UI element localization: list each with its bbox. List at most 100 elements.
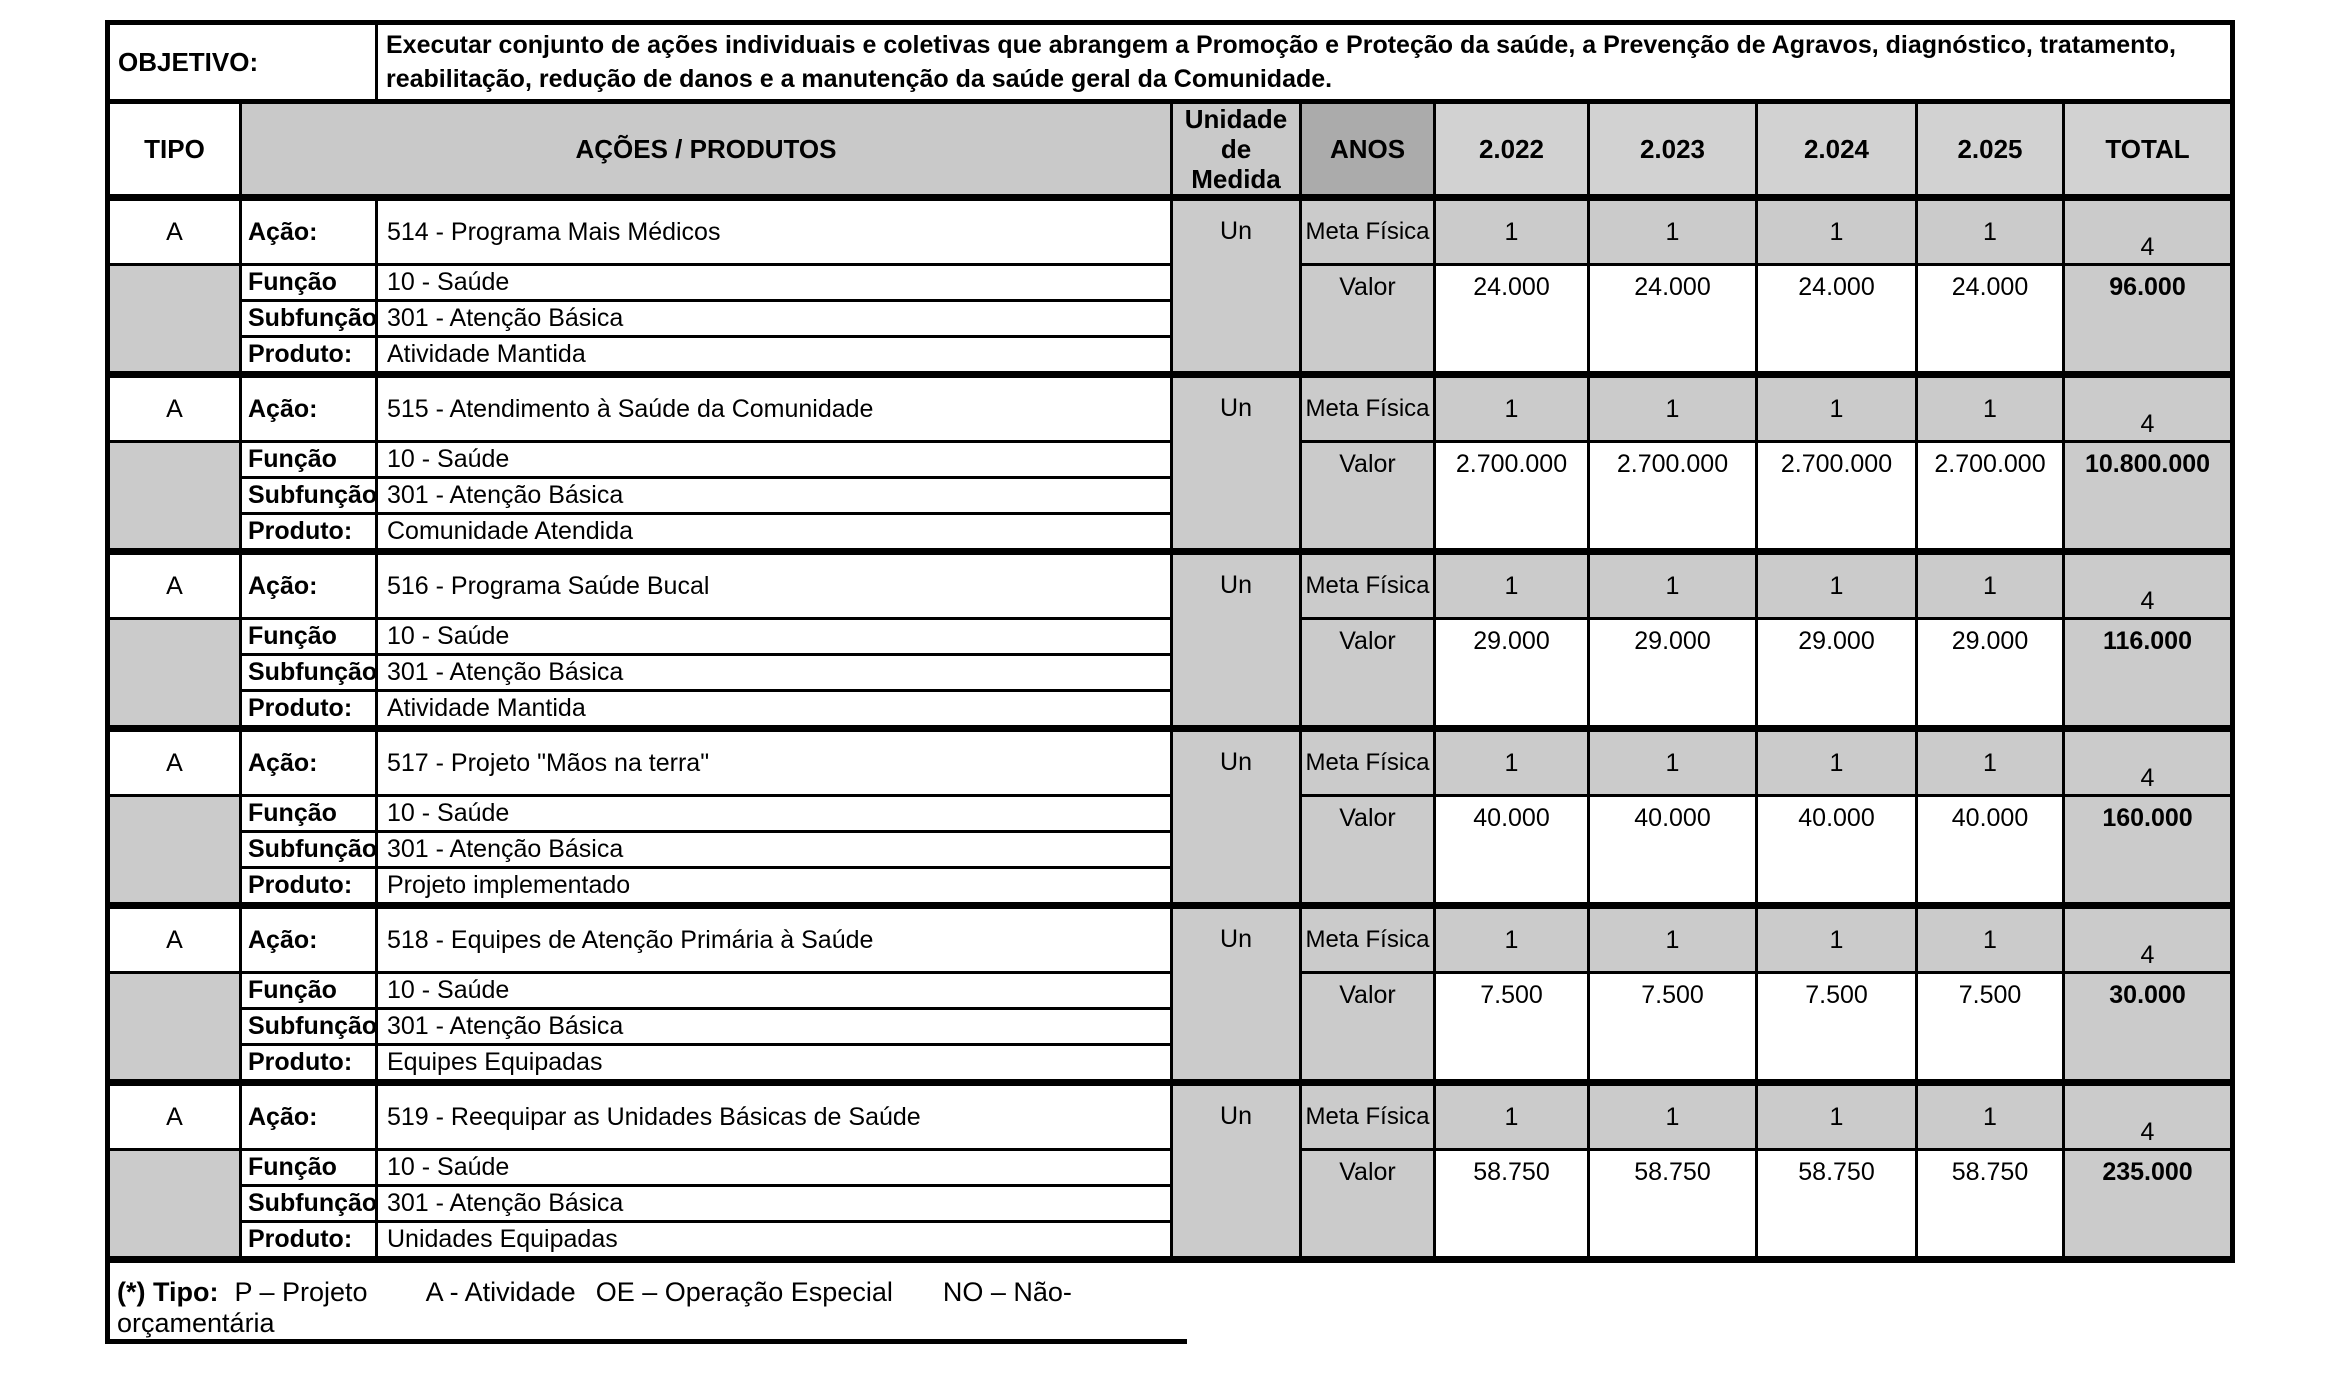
header-anos: ANOS: [1302, 104, 1433, 194]
action-block: A Ação: 516 - Programa Saúde Bucal Funçã…: [110, 555, 2230, 732]
valor-label: Valor: [1302, 797, 1433, 902]
footer-item-projeto: P – Projeto: [234, 1277, 368, 1307]
valor-total-cell: 96.000: [2065, 266, 2230, 371]
meta-fisica-label: Meta Física: [1302, 555, 1433, 617]
unidade-cell: Un: [1173, 201, 1299, 371]
valor-2023: 29.000: [1590, 620, 1755, 725]
produto-value: Atividade Mantida: [378, 692, 1170, 725]
valor-2024: 58.750: [1758, 1151, 1915, 1256]
objetivo-text: Executar conjunto de ações individuais e…: [378, 25, 2230, 99]
funcao-value: 10 - Saúde: [378, 266, 1170, 299]
meta-2024: 1: [1758, 201, 1915, 263]
unidade-cell: Un: [1173, 732, 1299, 902]
objetivo-label: OBJETIVO:: [110, 25, 375, 99]
acao-value: 519 - Reequipar as Unidades Básicas de S…: [378, 1086, 1170, 1148]
funcao-label: Função: [242, 1151, 375, 1184]
document-page: OBJETIVO: Executar conjunto de ações ind…: [105, 20, 2235, 1344]
subfuncao-value: 301 - Atenção Básica: [378, 1010, 1170, 1043]
acao-value: 514 - Programa Mais Médicos: [378, 201, 1170, 263]
valor-2024: 40.000: [1758, 797, 1915, 902]
produto-value: Comunidade Atendida: [378, 515, 1170, 548]
acao-value: 515 - Atendimento à Saúde da Comunidade: [378, 378, 1170, 440]
meta-2024: 1: [1758, 1086, 1915, 1148]
meta-2025: 1: [1918, 1086, 2062, 1148]
funcao-label: Função: [242, 620, 375, 653]
unidade-cell: Un: [1173, 909, 1299, 1079]
unidade-cell: Un: [1173, 555, 1299, 725]
tipo-cell: A: [110, 1086, 239, 1148]
valor-2022: 7.500: [1436, 974, 1587, 1079]
header-year-2025: 2.025: [1918, 104, 2062, 194]
meta-2022: 1: [1436, 732, 1587, 794]
valor-2023: 24.000: [1590, 266, 1755, 371]
tipo-cell: A: [110, 732, 239, 794]
header-acoes-produtos: AÇÕES / PRODUTOS: [242, 104, 1170, 194]
produto-value: Equipes Equipadas: [378, 1046, 1170, 1079]
produto-value: Projeto implementado: [378, 869, 1170, 902]
meta-2022: 1: [1436, 201, 1587, 263]
footer-item-atividade: A - Atividade: [425, 1277, 576, 1307]
funcao-label: Função: [242, 443, 375, 476]
subfuncao-label: Subfunção: [242, 302, 377, 335]
meta-2022: 1: [1436, 1086, 1587, 1148]
subfuncao-value: 301 - Atenção Básica: [378, 656, 1170, 689]
valor-total-cell: 30.000: [2065, 974, 2230, 1079]
valor-2022: 2.700.000: [1436, 443, 1587, 548]
meta-2025: 1: [1918, 555, 2062, 617]
subfuncao-label: Subfunção: [242, 656, 377, 689]
meta-2024: 1: [1758, 555, 1915, 617]
valor-label: Valor: [1302, 620, 1433, 725]
meta-2022: 1: [1436, 555, 1587, 617]
unidade-cell: Un: [1173, 378, 1299, 548]
meta-2023: 1: [1590, 732, 1755, 794]
valor-total-cell: 235.000: [2065, 1151, 2230, 1256]
action-blocks: A Ação: 514 - Programa Mais Médicos Funç…: [110, 201, 2230, 1263]
meta-2023: 1: [1590, 1086, 1755, 1148]
header-unidade-de-medida: Unidade de Medida: [1173, 104, 1299, 194]
footer-tipo-label: (*) Tipo:: [117, 1277, 219, 1307]
acao-label: Ação:: [242, 909, 375, 971]
valor-total-cell: 160.000: [2065, 797, 2230, 902]
acao-label: Ação:: [242, 378, 375, 440]
header-year-2023: 2.023: [1590, 104, 1755, 194]
tipo-cell: A: [110, 201, 239, 263]
footer-item-nao-orcamentaria: NO – Não-orçamentária: [117, 1277, 1072, 1338]
produto-value: Atividade Mantida: [378, 338, 1170, 371]
valor-2025: 24.000: [1918, 266, 2062, 371]
valor-total-cell: 116.000: [2065, 620, 2230, 725]
meta-2025: 1: [1918, 732, 2062, 794]
funcao-value: 10 - Saúde: [378, 797, 1170, 830]
meta-2024: 1: [1758, 378, 1915, 440]
acao-label: Ação:: [242, 1086, 375, 1148]
produto-label: Produto:: [242, 869, 375, 902]
action-block: A Ação: 518 - Equipes de Atenção Primári…: [110, 909, 2230, 1086]
header-tipo: TIPO: [110, 104, 239, 194]
column-header-row: TIPO AÇÕES / PRODUTOS Unidade de Medida …: [110, 104, 2230, 201]
meta-fisica-label: Meta Física: [1302, 1086, 1433, 1148]
valor-total-cell: 10.800.000: [2065, 443, 2230, 548]
valor-2024: 2.700.000: [1758, 443, 1915, 548]
acao-label: Ação:: [242, 555, 375, 617]
tipo-cell: A: [110, 555, 239, 617]
valor-2024: 24.000: [1758, 266, 1915, 371]
produto-label: Produto:: [242, 515, 375, 548]
meta-fisica-label: Meta Física: [1302, 201, 1433, 263]
header-unidade-line1: Unidade: [1184, 104, 1288, 134]
funcao-value: 10 - Saúde: [378, 974, 1170, 1007]
subfuncao-label: Subfunção: [242, 1010, 377, 1043]
subfuncao-label: Subfunção: [242, 1187, 377, 1220]
funcao-value: 10 - Saúde: [378, 1151, 1170, 1184]
valor-2025: 40.000: [1918, 797, 2062, 902]
produto-label: Produto:: [242, 1223, 375, 1256]
tipo-spacer-cell: [110, 620, 239, 725]
meta-2022: 1: [1436, 909, 1587, 971]
valor-2023: 40.000: [1590, 797, 1755, 902]
produto-label: Produto:: [242, 338, 375, 371]
meta-2023: 1: [1590, 378, 1755, 440]
acao-value: 516 - Programa Saúde Bucal: [378, 555, 1170, 617]
meta-total-cell: 4: [2065, 732, 2230, 794]
meta-fisica-label: Meta Física: [1302, 378, 1433, 440]
budget-actions-table: OBJETIVO: Executar conjunto de ações ind…: [105, 20, 2235, 1263]
valor-2023: 2.700.000: [1590, 443, 1755, 548]
action-block: A Ação: 515 - Atendimento à Saúde da Com…: [110, 378, 2230, 555]
